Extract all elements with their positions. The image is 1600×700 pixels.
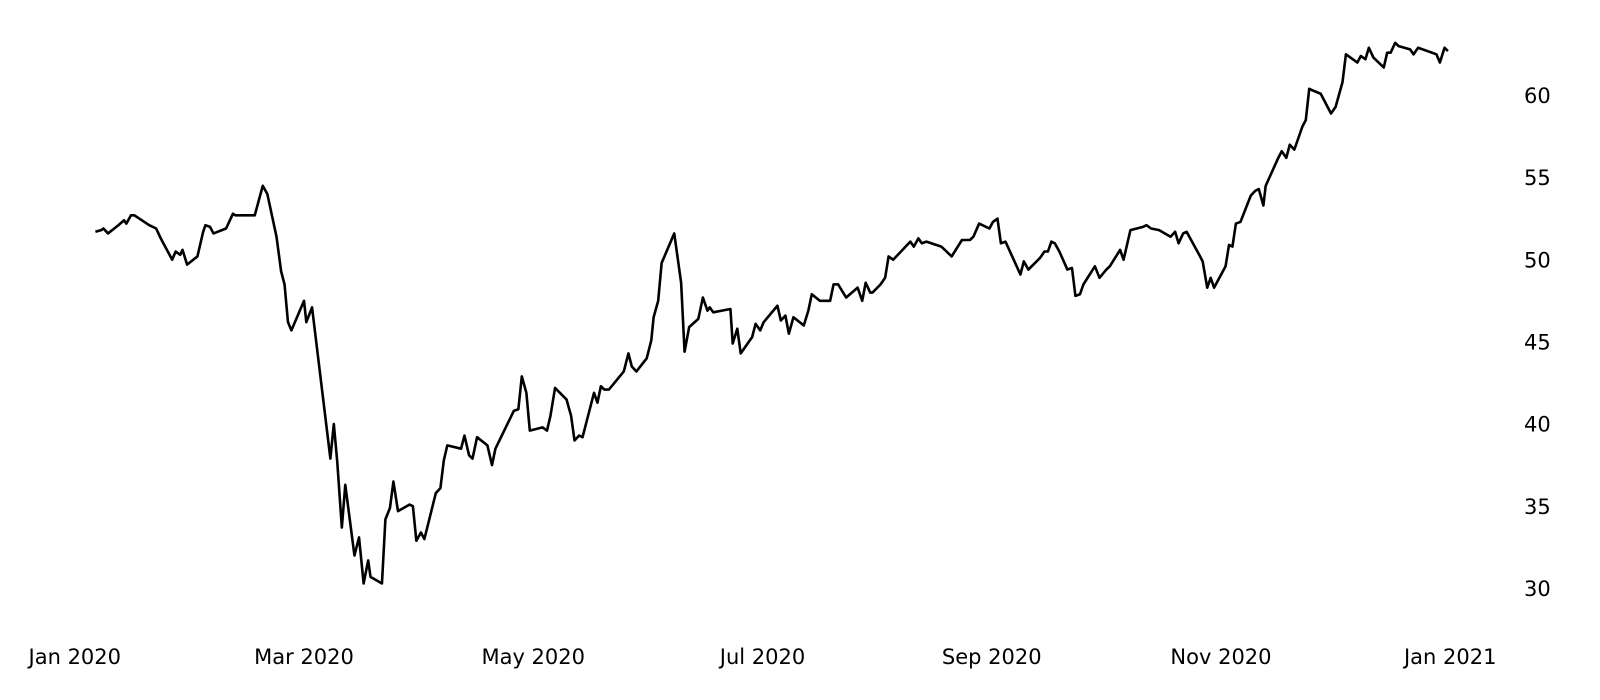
x-tick-label: Jul 2020 — [718, 645, 805, 669]
y-tick-label: 30 — [1524, 577, 1551, 601]
x-tick-label: Jan 2020 — [27, 645, 122, 669]
y-tick-label: 55 — [1524, 166, 1551, 190]
y-tick-label: 60 — [1524, 84, 1551, 108]
x-tick-label: Jan 2021 — [1402, 645, 1497, 669]
y-tick-label: 50 — [1524, 248, 1551, 272]
x-tick-label: May 2020 — [481, 645, 585, 669]
x-tick-label: Sep 2020 — [942, 645, 1042, 669]
x-tick-label: Nov 2020 — [1170, 645, 1271, 669]
y-tick-label: 35 — [1524, 495, 1551, 519]
price-line — [95, 41, 1449, 585]
x-tick-label: Mar 2020 — [254, 645, 354, 669]
y-tick-label: 45 — [1524, 331, 1551, 355]
y-tick-label: 40 — [1524, 413, 1551, 437]
